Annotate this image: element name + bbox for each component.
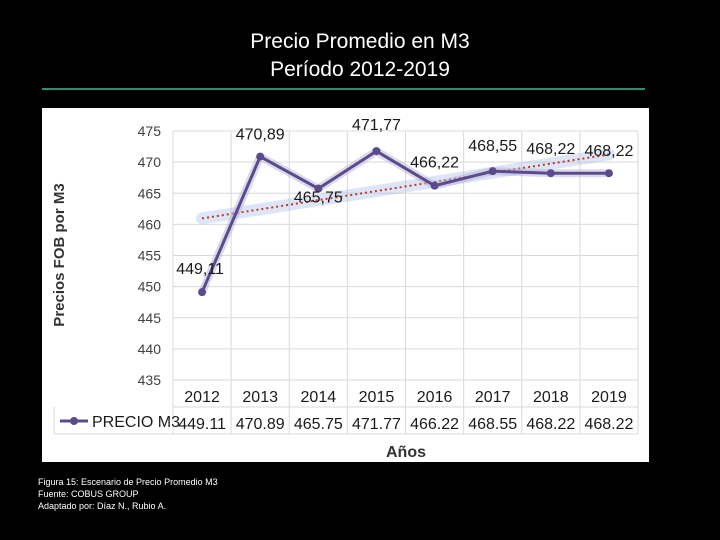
table-value-cell: 449.11 [178, 416, 226, 433]
y-tick-label: 455 [138, 248, 162, 264]
data-label: 471,77 [352, 117, 401, 134]
x-category-label: 2012 [184, 389, 220, 406]
x-category-label: 2015 [359, 389, 395, 406]
data-label: 468,22 [584, 143, 633, 160]
data-label: 468,55 [468, 138, 517, 155]
title-line-1: Precio Promedio en M3 [250, 30, 470, 53]
x-category-label: 2013 [242, 389, 278, 406]
figure-caption: Figura 15: Escenario de Precio Promedio … [38, 476, 218, 512]
data-label: 465,75 [294, 190, 343, 207]
y-tick-label: 435 [138, 372, 162, 388]
y-tick-label: 460 [138, 216, 162, 232]
data-label: 466,22 [410, 155, 459, 172]
x-axis-title: Años [386, 444, 426, 461]
y-tick-label: 450 [138, 279, 162, 295]
series-line [200, 149, 609, 293]
chart-panel: 435 440 445 450 455 460 465 470 475 2012 2013 2014 2… [42, 108, 649, 462]
table-value-cell: 470.89 [236, 416, 285, 433]
legend-series-name: PRECIO M3 [92, 414, 180, 431]
data-label: 470,89 [236, 127, 285, 144]
data-point [546, 169, 555, 178]
y-tick-label: 470 [138, 154, 162, 170]
data-point [430, 181, 439, 190]
y-tick-label: 445 [138, 310, 162, 326]
x-category-label: 2019 [591, 389, 627, 406]
y-tick-label: 440 [138, 341, 162, 357]
x-category-label: 2018 [533, 389, 569, 406]
table-value-cell: 468.55 [468, 416, 517, 433]
legend-point-marker [70, 417, 78, 425]
trendline [201, 153, 610, 220]
data-point [198, 288, 207, 297]
x-category-label: 2016 [417, 389, 453, 406]
x-category-label: 2017 [475, 389, 511, 406]
data-label: 468,22 [526, 141, 575, 158]
caption-line-2: Fuente: COBUS GROUP [38, 489, 139, 499]
line-chart: 435 440 445 450 455 460 465 470 475 2012 2013 2014 2… [51, 117, 639, 461]
data-point [372, 147, 381, 156]
data-point [604, 169, 613, 178]
slide-title: Precio Promedio en M3 Período 2012-2019 [0, 28, 720, 84]
table-value-cell: 468.22 [526, 416, 575, 433]
table-value-cell: 465.75 [294, 416, 343, 433]
data-point [314, 184, 323, 193]
table-value-cell: 468.22 [584, 416, 633, 433]
caption-line-1: Figura 15: Escenario de Precio Promedio … [38, 477, 218, 487]
caption-line-3: Adaptado por: Díaz N., Rubio A. [38, 501, 167, 511]
y-axis-title: Precios FOB por M3 [51, 183, 68, 326]
table-value-cell: 471.77 [352, 416, 401, 433]
y-tick-label: 465 [138, 185, 162, 201]
title-divider [42, 88, 645, 90]
title-line-2: Período 2012-2019 [270, 58, 450, 81]
y-tick-label: 475 [138, 123, 162, 139]
x-category-label: 2014 [301, 389, 337, 406]
table-value-cell: 466.22 [410, 416, 459, 433]
data-point [488, 167, 497, 176]
data-point [256, 152, 265, 161]
data-label: 449,11 [176, 261, 224, 278]
